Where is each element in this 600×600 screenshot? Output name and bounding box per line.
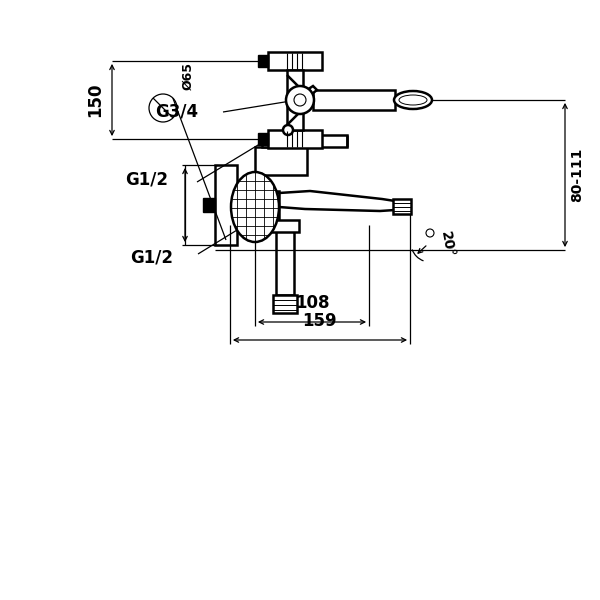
Text: 20°: 20° [438, 230, 457, 258]
Text: G1/2: G1/2 [125, 171, 168, 189]
Bar [203, 198, 215, 212]
Polygon shape [295, 86, 317, 101]
Text: 108: 108 [295, 294, 329, 312]
Bar [271, 220, 299, 232]
Circle shape [294, 94, 306, 106]
Bar [258, 133, 268, 145]
Circle shape [286, 86, 314, 114]
Text: 80-111: 80-111 [570, 148, 584, 202]
Bar [215, 165, 237, 245]
Text: G1/2: G1/2 [130, 248, 173, 266]
Ellipse shape [231, 172, 279, 242]
Text: 150: 150 [86, 83, 104, 117]
Bar [237, 191, 279, 223]
Bar [258, 55, 268, 67]
Bar [273, 295, 297, 313]
Bar [276, 225, 294, 295]
Circle shape [426, 229, 434, 237]
Text: Ø65: Ø65 [181, 62, 194, 90]
Bar [393, 199, 411, 214]
Bar [287, 70, 303, 130]
Circle shape [283, 125, 293, 135]
Bar [255, 147, 307, 175]
Circle shape [149, 94, 177, 122]
Ellipse shape [399, 95, 427, 105]
Text: 159: 159 [302, 312, 337, 330]
Bar [262, 135, 347, 147]
Bar [268, 52, 322, 70]
Ellipse shape [394, 91, 432, 109]
Text: G3/4: G3/4 [155, 103, 198, 121]
Bar [268, 130, 322, 148]
Bar [313, 90, 395, 110]
